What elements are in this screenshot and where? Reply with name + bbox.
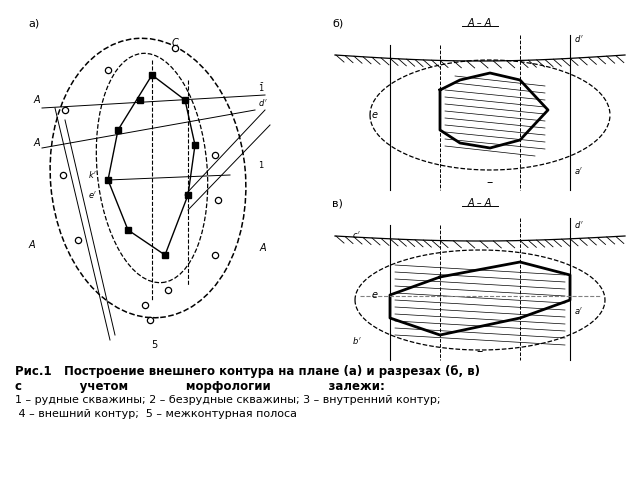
Text: –: –: [487, 177, 493, 190]
Text: А – А: А – А: [468, 18, 492, 28]
Text: $d'$: $d'$: [574, 33, 584, 44]
Text: с              учетом              морфологии              залежи:: с учетом морфологии залежи:: [15, 380, 385, 393]
Text: $a'$: $a'$: [574, 304, 583, 315]
Text: $\mathit{k'}$: $\mathit{k'}$: [88, 169, 97, 180]
Text: $d'$: $d'$: [574, 219, 584, 230]
Text: A: A: [33, 138, 40, 148]
Text: 4 – внешний контур;  5 – межконтурная полоса: 4 – внешний контур; 5 – межконтурная пол…: [15, 409, 297, 419]
Text: в): в): [332, 198, 343, 208]
Text: $\mathit{\bar{1}}$: $\mathit{\bar{1}}$: [258, 82, 265, 95]
Text: –: –: [477, 346, 483, 359]
Text: e: e: [372, 110, 378, 120]
Text: а): а): [28, 18, 39, 28]
Text: C: C: [172, 38, 179, 48]
Text: Рис.1   Построение внешнего контура на плане (а) и разрезах (б, в): Рис.1 Построение внешнего контура на пла…: [15, 365, 480, 378]
Text: $a'$: $a'$: [574, 165, 583, 176]
Text: $\mathit{e'}$: $\mathit{e'}$: [88, 190, 97, 201]
Text: $\mathit{1}$: $\mathit{1}$: [258, 159, 264, 170]
Text: $c'$: $c'$: [352, 229, 360, 240]
Text: $b'$: $b'$: [352, 335, 362, 346]
Text: $\mathit{5}$: $\mathit{5}$: [151, 338, 159, 350]
Text: A: A: [28, 240, 35, 250]
Text: А – А: А – А: [468, 198, 492, 208]
Text: A: A: [260, 243, 267, 253]
Text: б): б): [332, 18, 343, 28]
Text: e: e: [372, 290, 378, 300]
Text: 1 – рудные скважины; 2 – безрудные скважины; 3 – внутренний контур;: 1 – рудные скважины; 2 – безрудные скваж…: [15, 395, 440, 405]
Text: A: A: [33, 95, 40, 105]
Text: $\mathit{d'}$: $\mathit{d'}$: [258, 97, 268, 108]
